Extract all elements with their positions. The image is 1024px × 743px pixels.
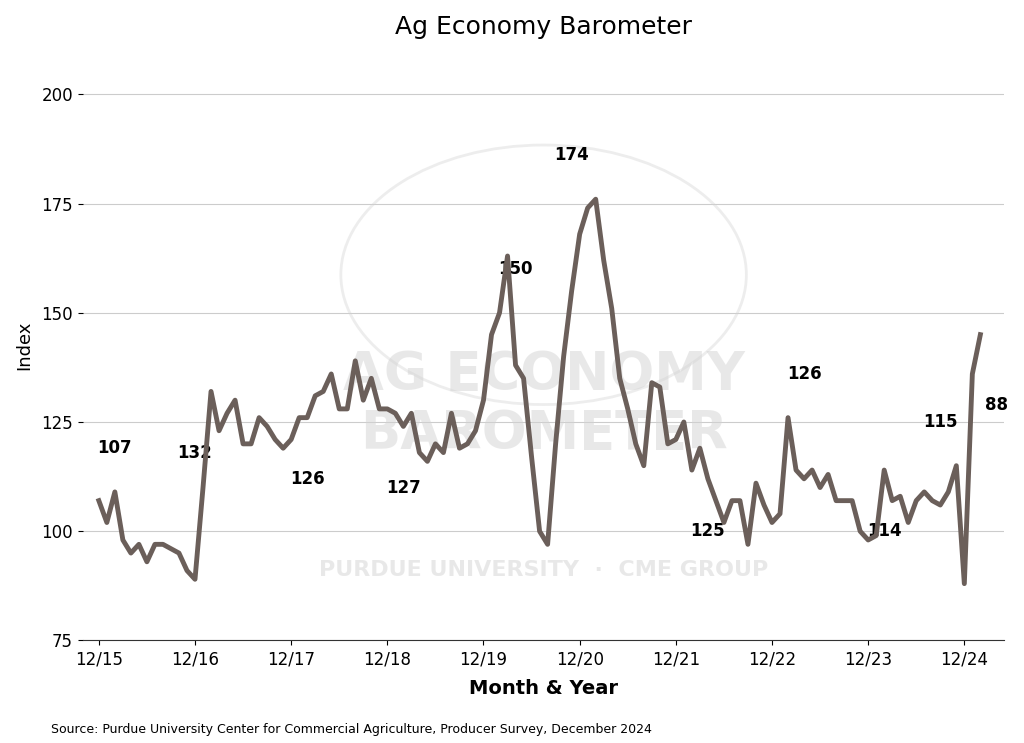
Text: PURDUE UNIVERSITY  ·  CME GROUP: PURDUE UNIVERSITY · CME GROUP xyxy=(319,559,768,580)
Text: 174: 174 xyxy=(554,146,589,164)
Title: Ag Economy Barometer: Ag Economy Barometer xyxy=(395,15,692,39)
Text: 150: 150 xyxy=(499,260,532,278)
Text: 114: 114 xyxy=(867,522,901,540)
Text: 115: 115 xyxy=(923,413,957,431)
Text: 125: 125 xyxy=(690,522,725,540)
Text: 127: 127 xyxy=(386,478,421,497)
X-axis label: Month & Year: Month & Year xyxy=(469,679,618,698)
Text: 132: 132 xyxy=(177,444,212,462)
Y-axis label: Index: Index xyxy=(15,321,33,370)
Text: 126: 126 xyxy=(290,470,325,488)
Text: Source: Purdue University Center for Commercial Agriculture, Producer Survey, De: Source: Purdue University Center for Com… xyxy=(51,723,652,736)
Text: AG ECONOMY: AG ECONOMY xyxy=(343,349,744,401)
Text: 126: 126 xyxy=(786,365,821,383)
Text: 88: 88 xyxy=(985,396,1008,414)
Text: 107: 107 xyxy=(97,439,132,457)
Text: BAROMETER: BAROMETER xyxy=(359,408,727,460)
